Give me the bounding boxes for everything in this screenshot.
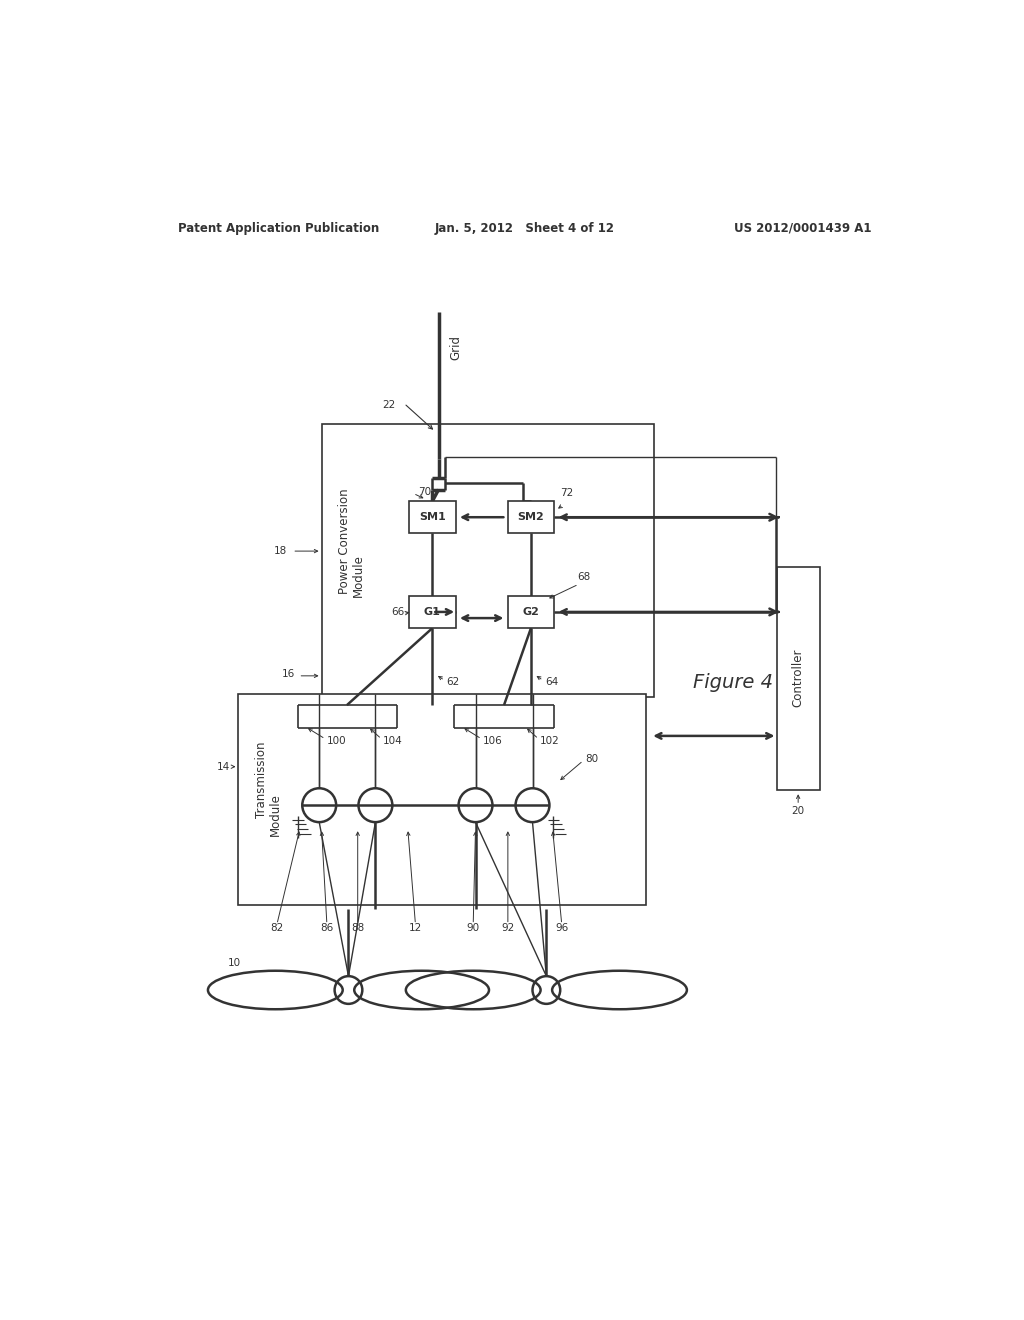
Text: 68: 68 <box>578 572 591 582</box>
Bar <box>777 566 819 789</box>
Text: 10: 10 <box>228 958 241 968</box>
Text: Transmission: Transmission <box>255 742 268 818</box>
Text: 86: 86 <box>321 924 334 933</box>
Text: 72: 72 <box>560 488 573 499</box>
Bar <box>410 502 456 533</box>
Text: SM2: SM2 <box>517 512 545 523</box>
Bar <box>410 595 456 628</box>
Text: US 2012/0001439 A1: US 2012/0001439 A1 <box>734 222 871 235</box>
Text: 100: 100 <box>327 735 346 746</box>
Text: 96: 96 <box>555 924 568 933</box>
Text: 16: 16 <box>282 669 295 680</box>
Bar <box>508 595 554 628</box>
Text: 106: 106 <box>483 735 503 746</box>
Text: Module: Module <box>269 793 282 836</box>
Text: Controller: Controller <box>792 649 805 708</box>
Text: SM1: SM1 <box>419 512 445 523</box>
Bar <box>322 424 654 697</box>
Text: 20: 20 <box>792 807 805 816</box>
Text: 62: 62 <box>446 677 460 686</box>
Text: 102: 102 <box>541 735 560 746</box>
Text: G2: G2 <box>522 607 540 616</box>
Text: 64: 64 <box>545 677 558 686</box>
Text: Jan. 5, 2012   Sheet 4 of 12: Jan. 5, 2012 Sheet 4 of 12 <box>435 222 614 235</box>
Text: 88: 88 <box>351 924 365 933</box>
Bar <box>239 693 646 906</box>
Text: 90: 90 <box>467 924 480 933</box>
Text: 80: 80 <box>585 754 598 764</box>
Text: Patent Application Publication: Patent Application Publication <box>178 222 380 235</box>
Text: G1: G1 <box>424 607 441 616</box>
Text: Power Conversion: Power Conversion <box>338 488 351 594</box>
Text: 92: 92 <box>501 924 514 933</box>
Text: Grid: Grid <box>450 335 463 360</box>
Text: 104: 104 <box>383 735 402 746</box>
Text: Figure 4: Figure 4 <box>692 672 773 692</box>
Text: 12: 12 <box>409 924 422 933</box>
Text: 18: 18 <box>274 546 288 556</box>
Text: 82: 82 <box>270 924 284 933</box>
Text: 66: 66 <box>391 607 404 616</box>
Text: 14: 14 <box>216 762 229 772</box>
Bar <box>508 502 554 533</box>
Text: 70: 70 <box>418 487 431 496</box>
Text: Module: Module <box>352 554 365 597</box>
Text: 22: 22 <box>382 400 395 409</box>
